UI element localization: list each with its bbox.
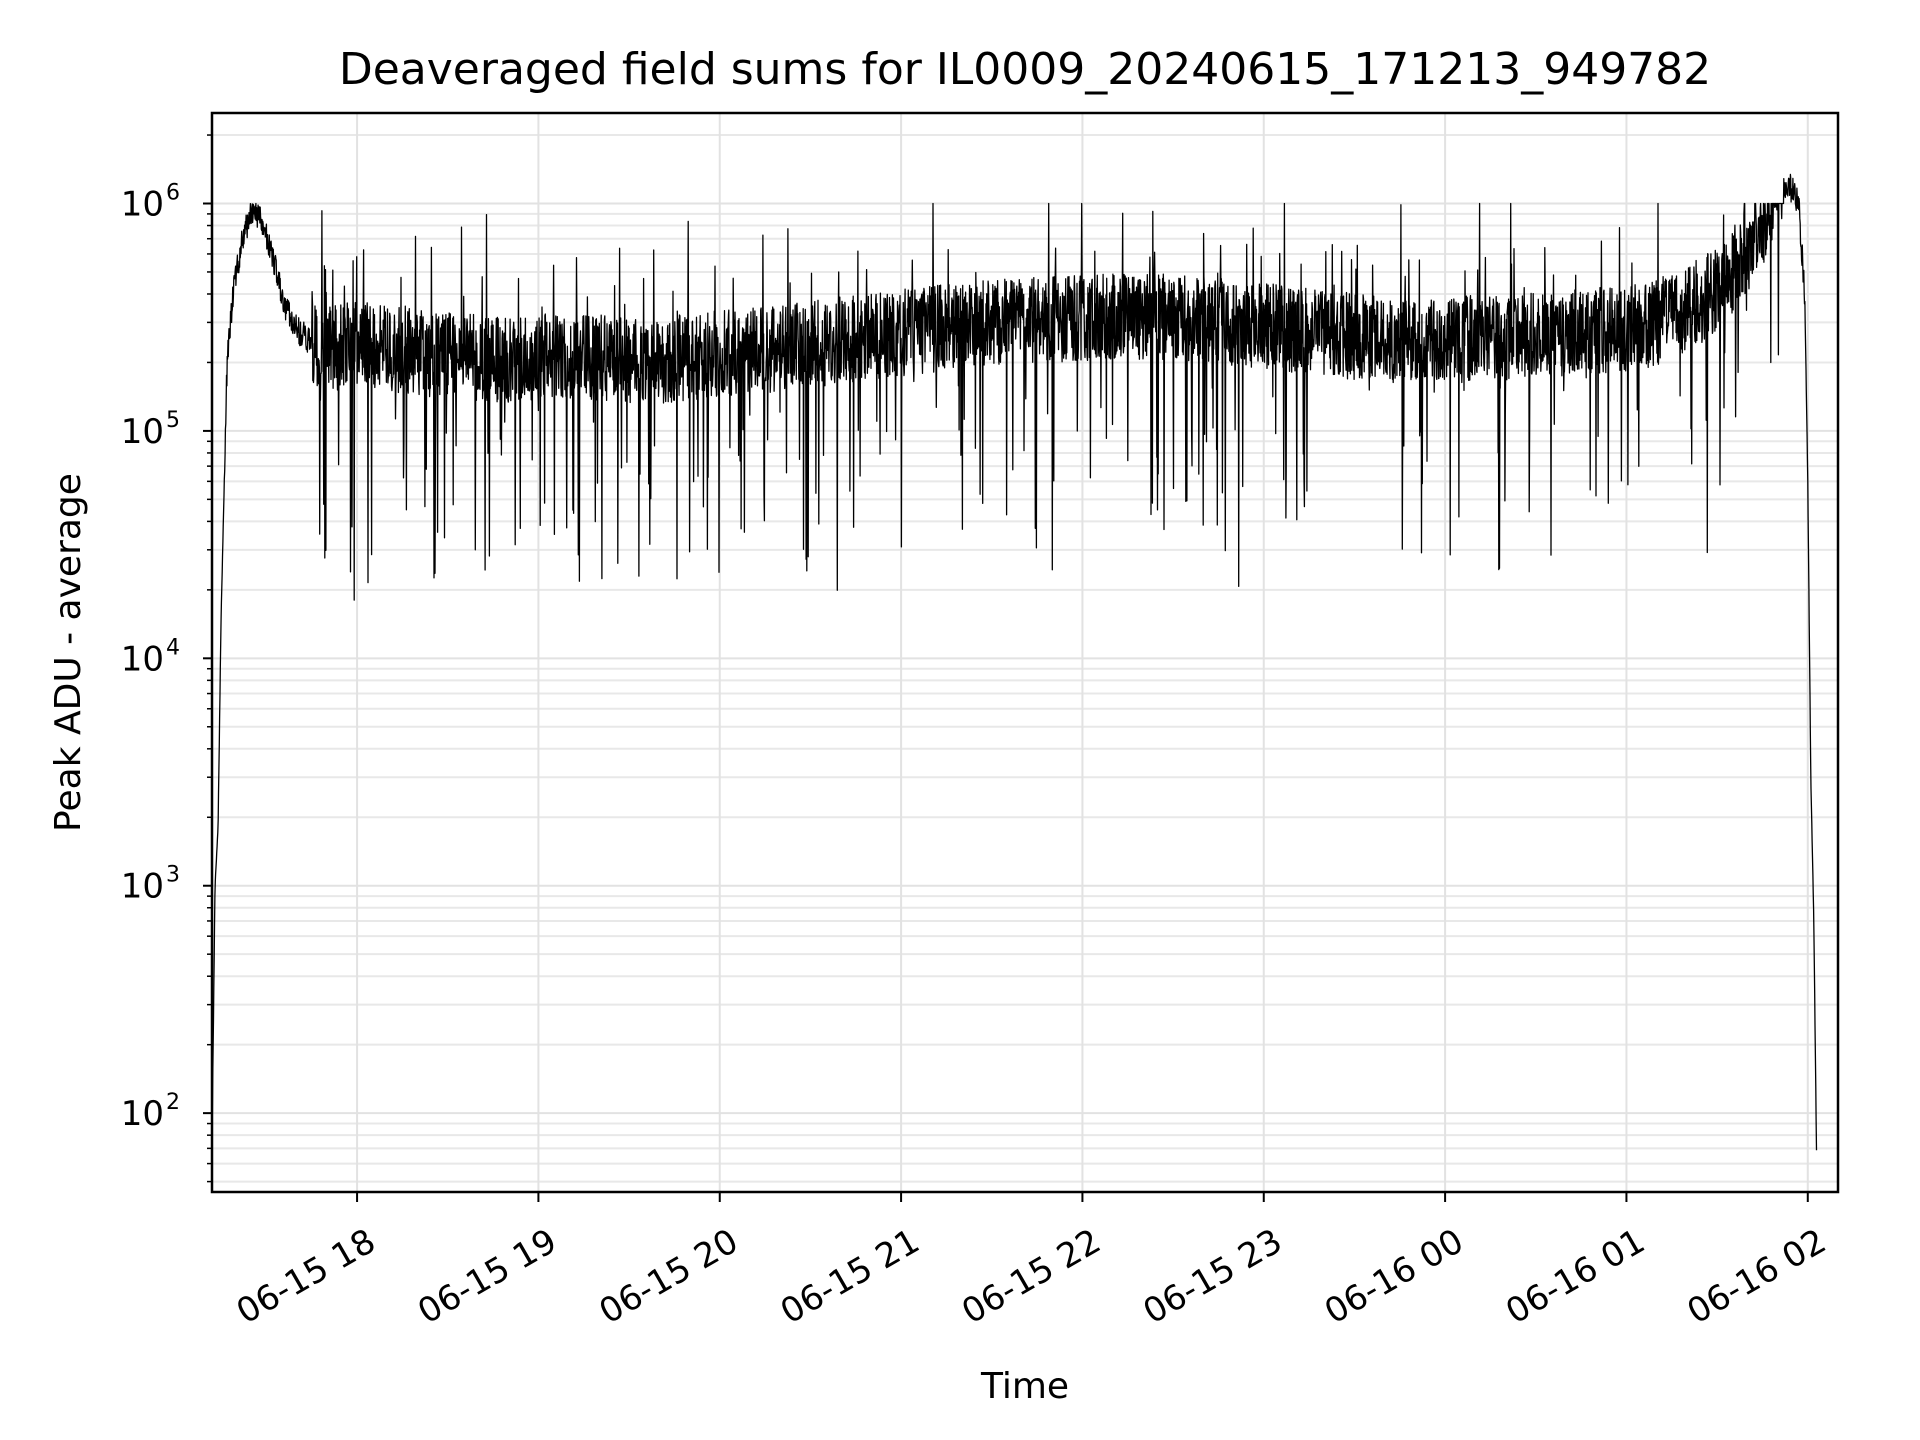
series-layer — [211, 173, 1818, 1151]
y-tick-exponent: 2 — [166, 1090, 180, 1115]
y-tick-label: 10 — [121, 184, 164, 224]
series-line-peak-adu — [211, 173, 1818, 1151]
y-tick-exponent: 6 — [166, 180, 180, 205]
y-tick-exponent: 3 — [166, 863, 180, 888]
y-tick-label: 10 — [121, 1094, 164, 1134]
y-tick-label: 10 — [121, 867, 164, 907]
y-axis-label: Peak ADU - average — [48, 473, 89, 832]
y-tick-label: 10 — [121, 639, 164, 679]
x-axis-label: Time — [980, 1366, 1069, 1407]
plot-frame — [210, 111, 1840, 1194]
y-tick-label: 10 — [121, 412, 164, 452]
y-tick-exponent: 5 — [166, 408, 180, 433]
y-tick-exponent: 4 — [166, 635, 180, 660]
chart-title: Deaveraged field sums for IL0009_2024061… — [339, 44, 1711, 95]
